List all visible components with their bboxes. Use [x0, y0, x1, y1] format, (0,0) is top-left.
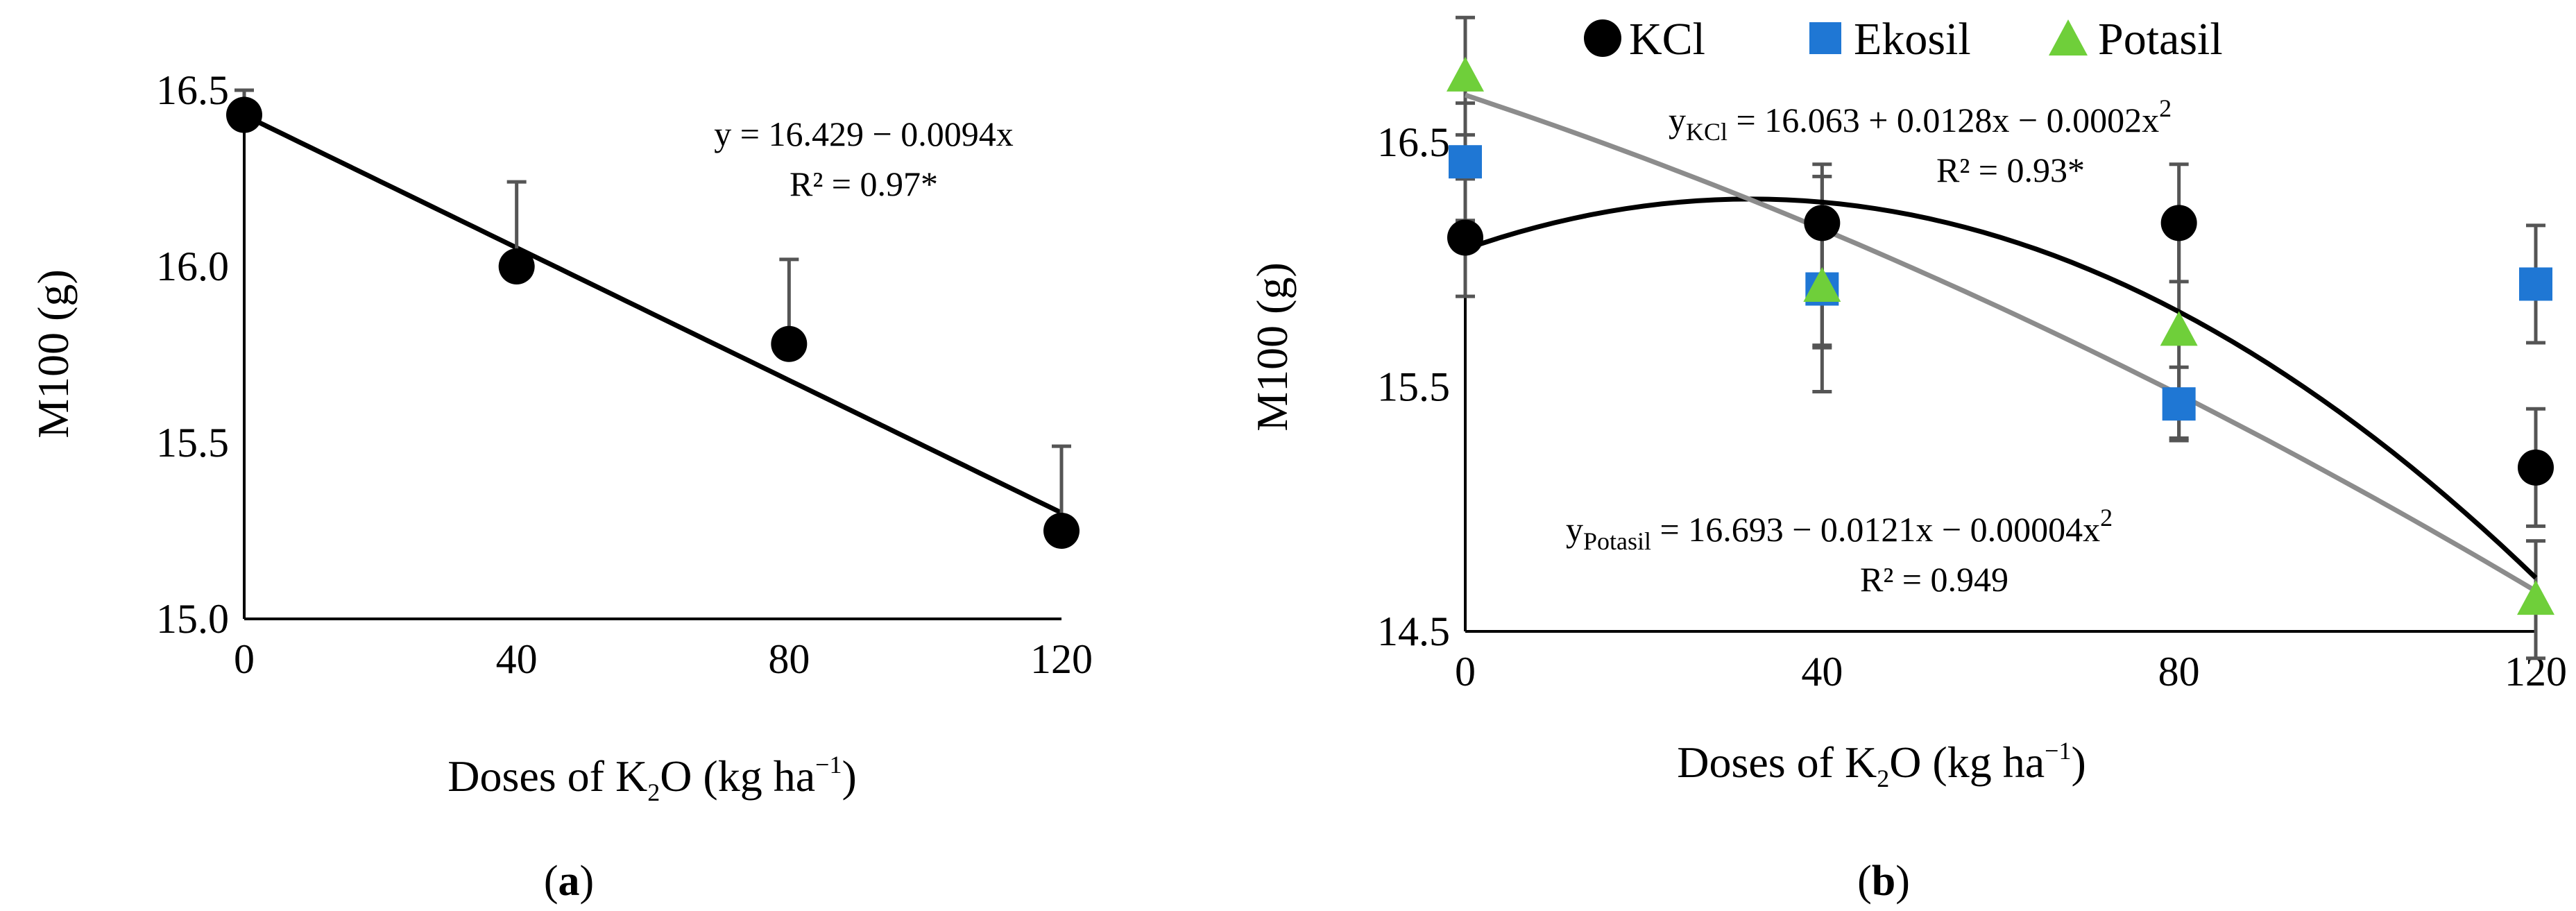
chart-a-ytick-label: 15.5 — [156, 420, 229, 466]
chart-b-ytick-label: 16.5 — [1377, 119, 1450, 165]
chart-b-point-kcl — [2518, 449, 2554, 486]
chart-a-xtick-label: 0 — [234, 636, 255, 682]
chart-b-xtick-label: 80 — [2158, 649, 2200, 695]
chart-a-point-m100 — [498, 248, 535, 284]
legend-ekosil-label: Ekosil — [1854, 14, 1971, 65]
chart-a-xtick-label: 80 — [768, 636, 810, 682]
chart-b-r2-potasil: R² = 0.949 — [1860, 560, 2008, 599]
chart-b-ytick-label: 14.5 — [1377, 608, 1450, 654]
chart-b-ylabel: M100 (g) — [1247, 262, 1297, 432]
chart-b-point-kcl — [2160, 205, 2197, 241]
chart-b-xtick-label: 40 — [1801, 649, 1843, 695]
chart-a: 15.0 15.5 16.0 16.5 0 40 80 120 y = 16.429 − 0… — [28, 67, 1093, 905]
chart-b-r2-kcl: R² = 0.93* — [1936, 151, 2085, 189]
chart-a-panel-label: (a) — [544, 858, 594, 905]
chart-b-point-ekosil — [2519, 267, 2552, 301]
chart-b-fit-line-kcl — [1464, 196, 2538, 580]
chart-b: 14.515.516.5 0 40 80 120 KCl Ekosil Potasil… — [1247, 14, 2567, 905]
chart-b-point-kcl — [1804, 205, 1841, 241]
chart-b-point-ekosil — [1449, 145, 1482, 179]
chart-a-point-m100 — [771, 325, 808, 362]
chart-a-eq: y = 16.429 − 0.0094x — [714, 114, 1013, 153]
chart-a-xlabel: Doses of K2O (kg ha−1) — [447, 751, 857, 806]
chart-a-ytick-label: 15.0 — [156, 596, 229, 642]
chart-b-eq-kcl: yKCl = 16.063 + 0.0128x − 0.0002x2 — [1669, 94, 2172, 146]
chart-b-eq-potasil: yPotasil = 16.693 − 0.0121x − 0.00004x2 — [1566, 504, 2113, 555]
chart-b-point-kcl — [1447, 219, 1483, 256]
chart-a-ytick-label: 16.5 — [156, 67, 229, 113]
chart-b-point-potasil — [1447, 56, 1484, 92]
chart-a-xtick-label: 40 — [496, 636, 538, 682]
chart-a-ytick-label: 16.0 — [156, 244, 229, 289]
chart-a-ylabel: M100 (g) — [28, 269, 78, 439]
chart-b-panel-label: (b) — [1857, 858, 1910, 905]
chart-b-fit-line-potasil — [1464, 92, 2537, 593]
chart-b-xtick-label: 0 — [1455, 649, 1476, 695]
chart-b-point-potasil — [1803, 266, 1841, 302]
chart-a-point-m100 — [1043, 513, 1080, 549]
legend-potasil-label: Potasil — [2098, 14, 2223, 65]
chart-b-point-potasil — [2160, 311, 2198, 346]
chart-a-point-m100 — [226, 96, 262, 133]
chart-a-xtick-label: 120 — [1030, 636, 1093, 682]
chart-b-xlabel: Doses of K2O (kg ha−1) — [1677, 737, 2086, 792]
legend-kcl-label: KCl — [1629, 14, 1705, 65]
chart-b-point-ekosil — [2162, 387, 2196, 421]
chart-b-point-potasil — [2517, 580, 2554, 615]
chart-a-r2: R² = 0.97* — [790, 164, 938, 203]
chart-b-ytick-label: 15.5 — [1377, 364, 1450, 410]
legend-potasil-marker — [2049, 19, 2088, 56]
chart-a-fit-line — [243, 112, 1063, 516]
legend-kcl-marker — [1584, 19, 1621, 57]
legend-ekosil-marker — [1809, 22, 1841, 54]
chart-b-legend: KCl Ekosil Potasil — [1584, 14, 2223, 65]
